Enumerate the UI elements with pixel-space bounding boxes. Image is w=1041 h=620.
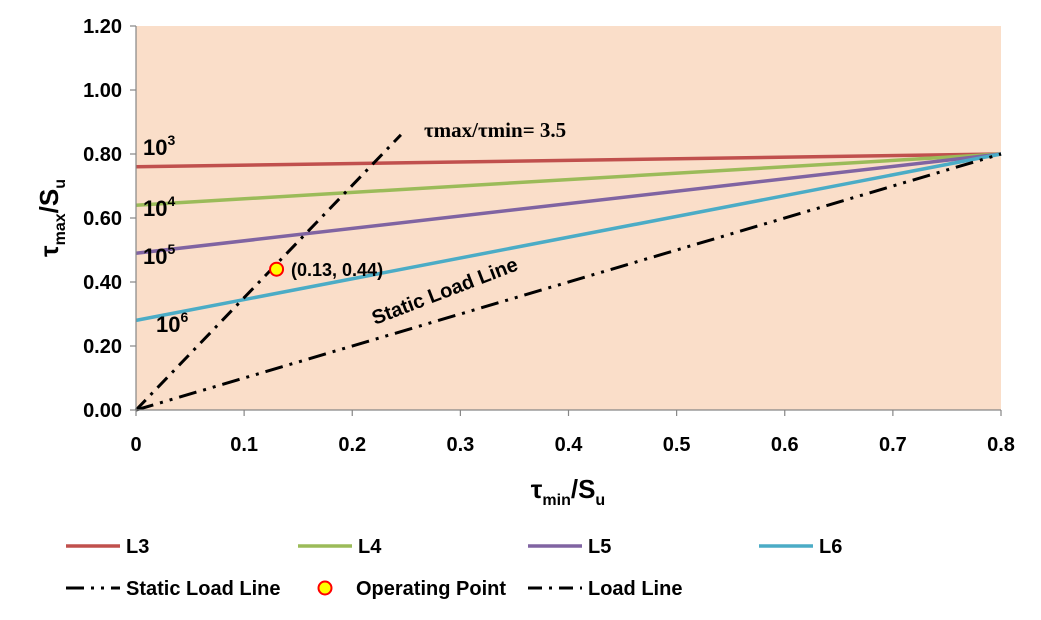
legend-label: L4 [358, 536, 382, 558]
ratio-label: τmax/τmin= 3.5 [424, 118, 566, 142]
x-tick-label: 0.7 [879, 434, 907, 456]
legend-label: L5 [588, 536, 611, 558]
y-tick-label: 0.00 [83, 400, 122, 422]
y-tick-label: 1.00 [83, 80, 122, 102]
y-tick-label: 0.20 [83, 336, 122, 358]
legend-item-l5: L5 [528, 536, 611, 558]
legend-item-l6: L6 [759, 536, 842, 558]
legend-label: L6 [819, 536, 842, 558]
x-tick-label: 0 [130, 434, 141, 456]
series-line-load-line [134, 133, 402, 412]
tick-labels: 0.00 0.20 0.40 0.60 0.80 1.00 1.20 0 0.1 0.2 0.3 0.… [83, 16, 1015, 456]
legend-label: Static Load Line [126, 578, 280, 600]
legend-label: Operating Point [356, 578, 506, 600]
series-line-static-load-line [135, 152, 1002, 412]
x-tick-label: 0.2 [338, 434, 366, 456]
y-tick-label: 0.60 [83, 208, 122, 230]
cycles-label-1e5: 105 [143, 241, 175, 269]
cycles-label-1e3: 103 [143, 132, 175, 160]
cycles-label-1e6: 106 [156, 309, 188, 337]
legend: L3 L4 L5 L6 Static Load Line Operating Point L… [66, 536, 842, 600]
operating-point-label: (0.13, 0.44) [291, 260, 383, 280]
x-tick-label: 0.6 [771, 434, 799, 456]
legend-swatch [317, 580, 333, 596]
operating-point-marker [269, 261, 285, 277]
x-tick-label: 0.1 [230, 434, 258, 456]
legend-item-load-line: Load Line [528, 578, 682, 600]
y-tick-label: 0.40 [83, 272, 122, 294]
y-tick-label: 1.20 [83, 16, 122, 38]
legend-label: L3 [126, 536, 149, 558]
axes [130, 25, 1002, 416]
y-axis-label: τmax/Su [34, 179, 69, 257]
series-line-l3 [135, 152, 1002, 169]
y-tick-label: 0.80 [83, 144, 122, 166]
series-line-l6 [135, 152, 1002, 323]
legend-item-l4: L4 [298, 536, 382, 558]
x-tick-label: 0.4 [555, 434, 584, 456]
series-line-l5 [135, 152, 1002, 255]
legend-item-l3: L3 [66, 536, 149, 558]
series-layer [134, 133, 1002, 412]
legend-label: Load Line [588, 578, 682, 600]
x-tick-label: 0.3 [446, 434, 474, 456]
series-line-l4 [135, 152, 1002, 207]
legend-item-static-load-line: Static Load Line [66, 578, 280, 600]
x-tick-label: 0.8 [987, 434, 1015, 456]
x-tick-label: 0.5 [663, 434, 691, 456]
cycles-label-1e4: 104 [143, 193, 175, 221]
legend-item-operating-point: Operating Point [317, 578, 506, 600]
plot-area [136, 26, 1001, 410]
x-axis-label: τmin/Su [531, 474, 605, 509]
